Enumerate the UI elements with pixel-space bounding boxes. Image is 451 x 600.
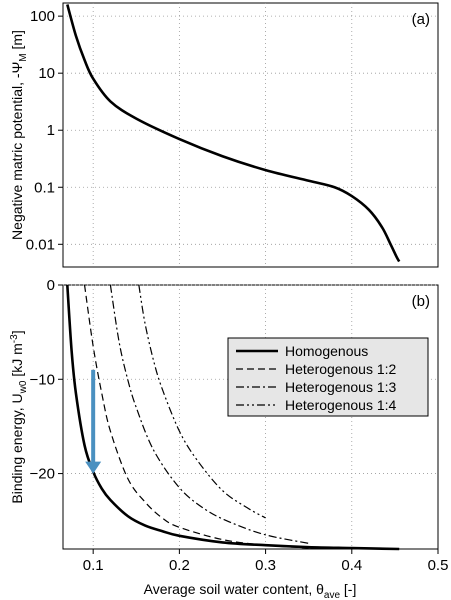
panel-b-arrow-annotation xyxy=(85,369,102,474)
y-tick-label: −20 xyxy=(30,466,55,483)
y-tick-label: 0.1 xyxy=(34,179,55,196)
legend-label: Heterogenous 1:4 xyxy=(285,397,397,413)
series-line-matric-potential xyxy=(66,4,401,263)
legend-box xyxy=(227,337,429,417)
y-tick-label: 0.01 xyxy=(26,236,55,253)
series-line-4 xyxy=(138,284,266,519)
panel-b-y-axis-label: Binding energy, Uw0 [kJ m-3] xyxy=(9,330,29,503)
y-tick-label: 100 xyxy=(30,8,55,25)
panel-a-frame xyxy=(62,2,439,268)
legend-label: Heterogenous 1:2 xyxy=(285,361,397,377)
series-line-1 xyxy=(66,284,400,551)
panel-a-y-axis-label: Negative matric potential, -ΨM [m] xyxy=(9,30,29,240)
panel-a-label: (a) xyxy=(412,11,430,28)
y-tick-label: 0 xyxy=(47,277,55,294)
panel-a: 0.01 0.1 1 10 100 (a) Negative matric potent… xyxy=(9,2,439,268)
series-line-3 xyxy=(109,284,309,544)
x-tick-label: 0.5 xyxy=(428,557,449,574)
legend: Homogenous Heterogenous 1:2 Heterogenous 1… xyxy=(227,337,429,417)
panel-b-frame xyxy=(62,284,439,550)
x-tick-label: 0.4 xyxy=(341,557,362,574)
panel-b-label: (b) xyxy=(412,293,430,310)
y-tick-label: −10 xyxy=(30,371,55,388)
panel-b-series xyxy=(66,284,400,551)
panel-a-grid xyxy=(63,3,438,267)
panel-b: 0.1 0.2 0.3 0.4 0.5 0 −10 −20 (b) Binding energ… xyxy=(9,277,448,600)
panel-b-ticks: 0.1 0.2 0.3 0.4 0.5 0 −10 −20 xyxy=(30,277,449,574)
y-tick-label: 1 xyxy=(47,122,55,139)
x-tick-label: 0.3 xyxy=(255,557,276,574)
y-tick-label: 10 xyxy=(38,65,55,82)
legend-label: Heterogenous 1:3 xyxy=(285,379,397,395)
arrow-head xyxy=(85,461,102,474)
legend-label: Homogenous xyxy=(285,343,368,359)
panel-a-series xyxy=(66,4,401,263)
panel-a-y-ticks: 0.01 0.1 1 10 100 xyxy=(26,8,63,253)
x-tick-label: 0.2 xyxy=(169,557,190,574)
x-axis-label: Average soil water content, θave [-] xyxy=(144,581,357,600)
x-tick-label: 0.1 xyxy=(83,557,104,574)
